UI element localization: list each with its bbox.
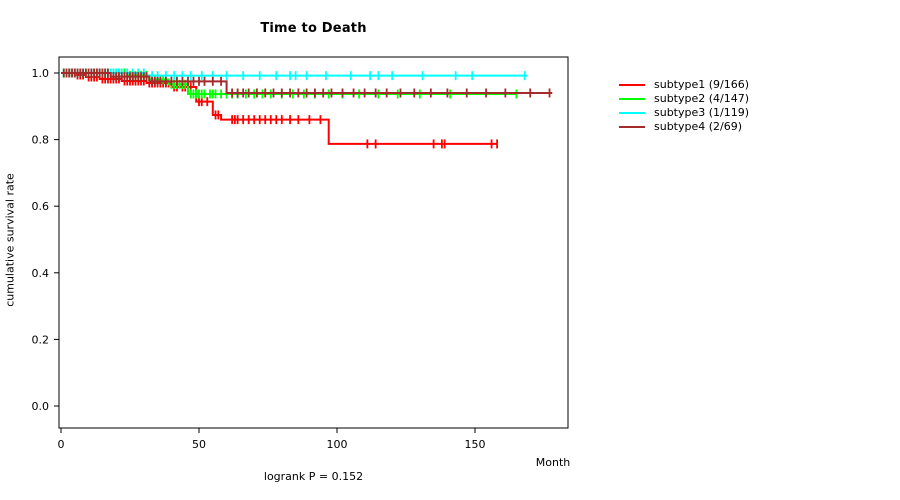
survival-curve-4 — [61, 72, 553, 94]
legend-label: subtype4 (2/69) — [654, 120, 743, 133]
y-tick-label: 1.0 — [32, 67, 50, 80]
x-tick-label: 0 — [58, 438, 65, 451]
x-axis-title: Month — [535, 456, 571, 469]
y-tick-label: 0.0 — [32, 400, 50, 413]
legend-item-3: subtype3 (1/119) — [619, 106, 749, 120]
legend-label: subtype3 (1/119) — [654, 106, 750, 119]
legend-line-swatch — [619, 112, 645, 114]
x-tick-label: 150 — [465, 438, 486, 451]
y-tick-label: 0.4 — [32, 267, 50, 280]
legend-line-swatch — [619, 98, 645, 100]
chart-title: Time to Death — [260, 21, 367, 36]
x-tick-label: 100 — [327, 438, 348, 451]
x-tick-label: 50 — [192, 438, 206, 451]
logrank-annotation: logrank P = 0.152 — [263, 470, 364, 483]
legend: subtype1 (9/166) subtype2 (4/147) subtype3… — [619, 78, 749, 134]
y-tick-label: 0.6 — [32, 200, 50, 213]
plot-box — [58, 56, 569, 429]
y-tick-label: 0.8 — [32, 134, 50, 147]
legend-line-swatch — [619, 84, 645, 86]
y-tick-label: 0.2 — [32, 333, 50, 346]
legend-item-1: subtype1 (9/166) — [619, 78, 749, 92]
legend-label: subtype2 (4/147) — [654, 92, 750, 105]
legend-item-4: subtype4 (2/69) — [619, 120, 749, 134]
legend-item-2: subtype2 (4/147) — [619, 92, 749, 106]
legend-line-swatch — [619, 126, 645, 128]
legend-label: subtype1 (9/166) — [654, 78, 750, 91]
